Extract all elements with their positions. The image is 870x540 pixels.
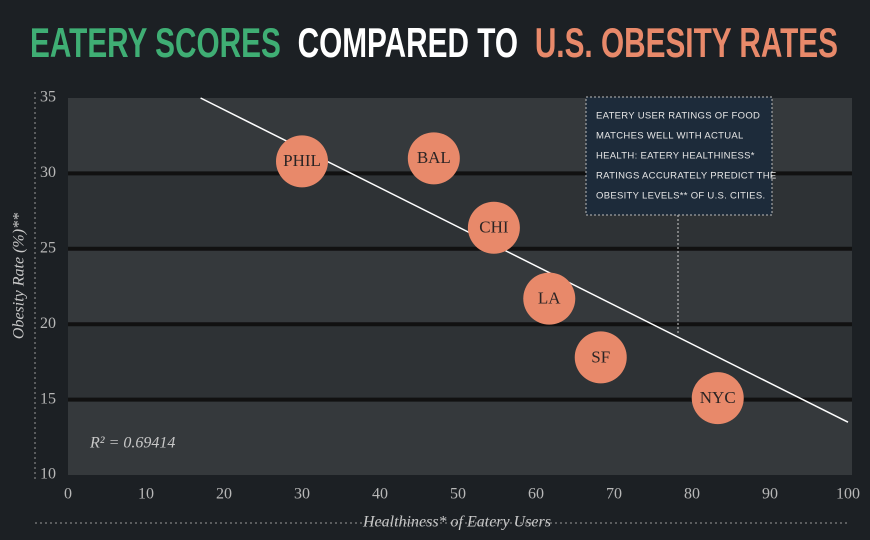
x-tick-label: 100 <box>836 486 860 503</box>
y-axis-label: Obesity Rate (%)** <box>11 213 28 339</box>
data-point <box>407 132 460 185</box>
x-tick-label: 30 <box>294 486 310 503</box>
annotation-line: HEALTH: EATERY HEALTHINESS* <box>596 151 755 162</box>
point-label: SF <box>591 347 610 366</box>
point-label: PHIL <box>283 151 321 170</box>
x-tick-label: 0 <box>64 486 72 503</box>
annotation-box <box>585 96 773 216</box>
title-part: U.S. OBESITY RATES <box>535 19 838 66</box>
data-point <box>276 135 328 188</box>
point-label: NYC <box>700 388 736 407</box>
x-tick-label: 20 <box>216 486 232 503</box>
annotation-line: EATERY USER RATINGS OF FOOD <box>596 111 760 122</box>
y-tick-label: 10 <box>40 466 56 483</box>
plot-band <box>68 248 852 325</box>
data-point <box>523 272 576 325</box>
x-tick-label: 60 <box>528 486 544 503</box>
y-tick-label: 25 <box>40 239 56 256</box>
x-tick-label: 40 <box>372 486 388 503</box>
x-tick-label: 90 <box>762 486 778 503</box>
title-part: EATERY SCORES <box>30 19 281 66</box>
annotation-line: RATINGS ACCURATELY PREDICT THE <box>596 171 777 182</box>
point-label: CHI <box>479 218 509 237</box>
x-tick-label: 70 <box>606 486 622 503</box>
data-point <box>467 201 520 254</box>
x-axis-label: Healthiness* of Eatery Users <box>362 514 551 531</box>
point-label: BAL <box>417 148 451 167</box>
y-tick-label: 35 <box>40 89 56 106</box>
title-part: COMPARED TO <box>298 19 518 66</box>
x-tick-label: 50 <box>450 486 466 503</box>
x-tick-label: 10 <box>138 486 154 503</box>
y-tick-label: 20 <box>40 315 56 332</box>
chart-title: EATERY SCORES COMPARED TO U.S. OBESITY R… <box>30 19 838 66</box>
r-squared: R² = 0.69414 <box>89 435 175 452</box>
data-point <box>574 331 627 384</box>
y-tick-label: 15 <box>40 390 56 407</box>
annotation-line: MATCHES WELL WITH ACTUAL <box>596 131 744 142</box>
data-point <box>691 372 744 425</box>
x-tick-label: 80 <box>684 486 700 503</box>
y-tick-label: 30 <box>40 164 56 181</box>
annotation-line: OBESITY LEVELS** OF U.S. CITIES. <box>596 191 765 202</box>
annotation: EATERY USER RATINGS OF FOOD MATCHES WELL … <box>596 111 777 202</box>
point-label: LA <box>538 288 561 307</box>
